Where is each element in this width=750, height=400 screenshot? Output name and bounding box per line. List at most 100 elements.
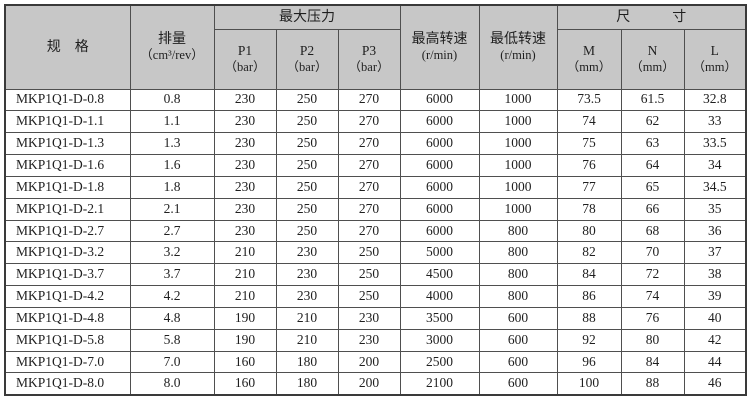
displacement-cell: 0.8 <box>129 88 215 112</box>
min_speed-cell: 1000 <box>478 88 558 112</box>
p1-cell: 230 <box>213 132 277 156</box>
table-body: MKP1Q1-D-0.8 0.8 230 250 270 6000 1000 73.5 61.5… <box>4 88 747 396</box>
l-cell: 44 <box>683 350 747 374</box>
displacement-cell: 8.0 <box>129 372 215 396</box>
spec-cell: MKP1Q1-D-2.7 <box>4 219 131 243</box>
max_speed-cell: 6000 <box>399 132 480 156</box>
min_speed-cell: 800 <box>478 263 558 287</box>
m-cell: 86 <box>556 285 622 308</box>
header-spec: 规 格 <box>4 4 131 90</box>
n-cell: 62 <box>620 110 685 134</box>
p1-cell: 210 <box>213 285 277 308</box>
spec-cell: MKP1Q1-D-1.8 <box>4 175 131 199</box>
max_speed-cell: 6000 <box>399 219 480 243</box>
min_speed-cell: 1000 <box>478 110 558 134</box>
spec-cell: MKP1Q1-D-1.1 <box>4 110 131 134</box>
p3-cell: 270 <box>337 197 401 221</box>
header-p2-title: P2 <box>299 42 315 58</box>
p2-cell: 230 <box>275 263 339 287</box>
table-row: MKP1Q1-D-5.8 5.8 190 210 230 3000 600 92 80 42 <box>4 328 747 352</box>
p3-cell: 250 <box>337 263 401 287</box>
header-n: N （mm） <box>620 28 685 90</box>
m-cell: 75 <box>556 132 622 156</box>
p3-cell: 270 <box>337 175 401 199</box>
table-row: MKP1Q1-D-1.1 1.1 230 250 270 6000 1000 74 62 33 <box>4 110 747 134</box>
p1-cell: 210 <box>213 241 277 265</box>
displacement-cell: 1.8 <box>129 175 215 199</box>
p2-cell: 210 <box>275 328 339 352</box>
p2-cell: 230 <box>275 285 339 308</box>
p1-cell: 160 <box>213 350 277 374</box>
table-header: 规 格 排量 （cm³/rev） 最大压力 最高转速 (r/min) 最低转速 … <box>4 4 747 90</box>
max_speed-cell: 5000 <box>399 241 480 265</box>
header-min-speed: 最低转速 (r/min) <box>478 4 558 90</box>
header-max-speed-unit: (r/min) <box>421 48 458 63</box>
m-cell: 77 <box>556 175 622 199</box>
p3-cell: 270 <box>337 110 401 134</box>
n-cell: 63 <box>620 132 685 156</box>
displacement-cell: 3.2 <box>129 241 215 265</box>
p3-cell: 250 <box>337 241 401 265</box>
spec-cell: MKP1Q1-D-0.8 <box>4 88 131 112</box>
table-row: MKP1Q1-D-3.2 3.2 210 230 250 5000 800 82 70 37 <box>4 241 747 265</box>
header-p3-title: P3 <box>361 42 377 58</box>
n-cell: 66 <box>620 197 685 221</box>
l-cell: 46 <box>683 372 747 396</box>
p1-cell: 230 <box>213 197 277 221</box>
header-displacement: 排量 （cm³/rev） <box>129 4 215 90</box>
l-cell: 36 <box>683 219 747 243</box>
header-displacement-unit: （cm³/rev） <box>140 48 204 63</box>
p1-cell: 230 <box>213 88 277 112</box>
table-row: MKP1Q1-D-3.7 3.7 210 230 250 4500 800 84 72 38 <box>4 263 747 287</box>
table-row: MKP1Q1-D-1.8 1.8 230 250 270 6000 1000 77 65 34.5 <box>4 175 747 199</box>
l-cell: 37 <box>683 241 747 265</box>
max_speed-cell: 6000 <box>399 110 480 134</box>
header-p3: P3 （bar） <box>337 28 401 90</box>
spec-cell: MKP1Q1-D-4.2 <box>4 285 131 308</box>
m-cell: 73.5 <box>556 88 622 112</box>
p3-cell: 250 <box>337 285 401 308</box>
m-cell: 100 <box>556 372 622 396</box>
table-row: MKP1Q1-D-4.2 4.2 210 230 250 4000 800 86 74 39 <box>4 285 747 308</box>
displacement-cell: 1.3 <box>129 132 215 156</box>
displacement-cell: 2.7 <box>129 219 215 243</box>
header-max-pressure-group: 最大压力 <box>213 4 401 30</box>
m-cell: 74 <box>556 110 622 134</box>
p2-cell: 250 <box>275 197 339 221</box>
p1-cell: 230 <box>213 110 277 134</box>
m-cell: 78 <box>556 197 622 221</box>
table-row: MKP1Q1-D-2.1 2.1 230 250 270 6000 1000 78 66 35 <box>4 197 747 221</box>
spec-cell: MKP1Q1-D-1.3 <box>4 132 131 156</box>
header-p3-unit: （bar） <box>348 59 390 74</box>
min_speed-cell: 600 <box>478 306 558 330</box>
table-row: MKP1Q1-D-0.8 0.8 230 250 270 6000 1000 73.5 61.5… <box>4 88 747 112</box>
n-cell: 88 <box>620 372 685 396</box>
min_speed-cell: 800 <box>478 219 558 243</box>
n-cell: 68 <box>620 219 685 243</box>
header-p2-unit: （bar） <box>286 59 328 74</box>
n-cell: 74 <box>620 285 685 308</box>
l-cell: 33 <box>683 110 747 134</box>
min_speed-cell: 600 <box>478 372 558 396</box>
table-row: MKP1Q1-D-1.6 1.6 230 250 270 6000 1000 76 64 34 <box>4 154 747 177</box>
p2-cell: 210 <box>275 306 339 330</box>
displacement-cell: 1.1 <box>129 110 215 134</box>
displacement-cell: 4.8 <box>129 306 215 330</box>
header-l-title: L <box>710 42 719 58</box>
header-sub-row: P1 （bar） P2 （bar） P3 （bar） M （mm） N （m <box>5 28 747 90</box>
p2-cell: 230 <box>275 241 339 265</box>
header-m: M （mm） <box>556 28 622 90</box>
displacement-cell: 3.7 <box>129 263 215 287</box>
min_speed-cell: 1000 <box>478 197 558 221</box>
p2-cell: 250 <box>275 219 339 243</box>
l-cell: 38 <box>683 263 747 287</box>
p1-cell: 190 <box>213 328 277 352</box>
n-cell: 72 <box>620 263 685 287</box>
spec-cell: MKP1Q1-D-3.7 <box>4 263 131 287</box>
p1-cell: 230 <box>213 219 277 243</box>
n-cell: 84 <box>620 350 685 374</box>
p3-cell: 270 <box>337 219 401 243</box>
max_speed-cell: 4000 <box>399 285 480 308</box>
p2-cell: 180 <box>275 372 339 396</box>
spec-cell: MKP1Q1-D-8.0 <box>4 372 131 396</box>
